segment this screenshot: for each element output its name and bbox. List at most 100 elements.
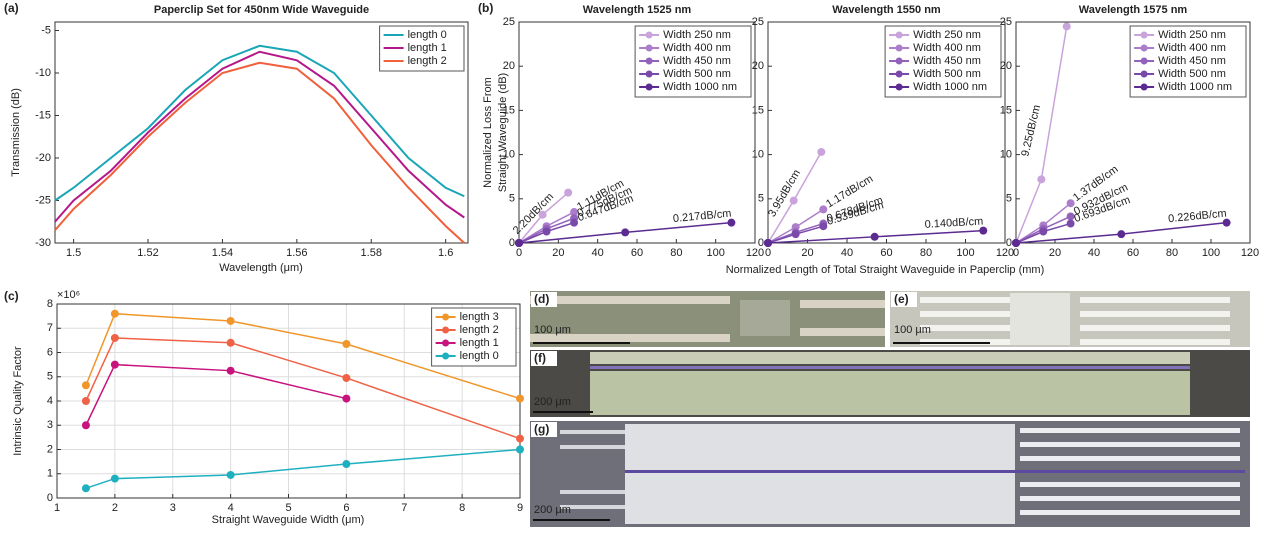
data-point xyxy=(110,333,119,342)
y-tick-label: 10 xyxy=(503,149,515,161)
y-tick-label: -20 xyxy=(35,152,51,164)
y-tick-label: 20 xyxy=(1000,60,1012,72)
x-tick-label: 60 xyxy=(880,247,892,259)
annotation: 0.217dB/cm xyxy=(672,208,732,226)
data-point xyxy=(870,232,879,241)
x-tick-label: 40 xyxy=(1088,247,1100,259)
x-tick-label: 1.56 xyxy=(286,247,307,259)
data-point xyxy=(342,340,351,349)
data-point xyxy=(81,381,90,390)
y-tick-label: 25 xyxy=(503,16,515,28)
y-axis-label: Transmission (dB) xyxy=(10,88,22,177)
y-tick-label: -25 xyxy=(35,194,51,206)
data-point xyxy=(1012,239,1020,247)
legend-label: Width 1000 nm xyxy=(913,81,987,93)
legend-marker xyxy=(442,313,450,321)
series-line xyxy=(54,44,465,202)
legend-label: Width 500 nm xyxy=(1158,68,1226,80)
series-line xyxy=(85,448,521,490)
micrograph: (f) 200 μm xyxy=(530,350,1250,417)
legend-label: length 1 xyxy=(408,42,447,54)
data-point xyxy=(819,205,828,214)
data-point xyxy=(789,196,798,205)
data-point xyxy=(570,208,579,217)
micrograph: (g) 200 μm xyxy=(530,421,1250,527)
plot-frame xyxy=(767,21,1006,244)
x-axis-label: Normalized Length of Total Straight Wave… xyxy=(726,264,1045,276)
x-tick-label: 6 xyxy=(343,502,349,514)
scale-label: 200 μm xyxy=(534,396,571,408)
data-point xyxy=(1066,219,1075,228)
y-tick-label: 6 xyxy=(47,346,53,358)
x-tick-label: 1.5 xyxy=(66,247,81,259)
data-point xyxy=(764,239,772,247)
legend-marker xyxy=(1140,70,1148,78)
legend-label: Width 1000 nm xyxy=(663,81,737,93)
legend-marker xyxy=(895,83,903,91)
annotation: 0.140dB/cm xyxy=(924,216,983,231)
plot-frame xyxy=(1015,21,1251,244)
y-tick-label: 0 xyxy=(758,237,764,249)
data-point xyxy=(110,474,119,483)
series-line xyxy=(85,363,347,426)
x-tick-label: 100 xyxy=(706,247,724,259)
x-tick-label: 100 xyxy=(1202,247,1220,259)
data-point xyxy=(564,188,573,197)
x-tick-label: 3 xyxy=(170,502,176,514)
data-point xyxy=(81,397,90,405)
y-tick-label: 5 xyxy=(758,193,764,205)
data-point xyxy=(538,210,547,219)
legend-marker xyxy=(895,57,903,65)
legend-label: length 0 xyxy=(460,350,499,362)
legend-marker xyxy=(895,31,903,39)
micrograph: (e) 100 μm xyxy=(890,291,1250,347)
y-tick-label: 10 xyxy=(1000,149,1012,161)
legend-label: length 1 xyxy=(460,337,499,349)
legend-label: Width 400 nm xyxy=(1158,42,1226,54)
chart-title: Paperclip Set for 450nm Wide Waveguide xyxy=(154,4,369,16)
y-tick-label: -15 xyxy=(35,109,51,121)
plot-frame xyxy=(54,21,469,244)
data-point xyxy=(110,360,119,369)
legend-label: Width 250 nm xyxy=(663,29,731,41)
x-tick-label: 0 xyxy=(1013,247,1019,259)
y-tick-label: 0 xyxy=(1006,237,1012,249)
legend-label: Width 400 nm xyxy=(913,42,981,54)
legend-label: Width 1000 nm xyxy=(1158,81,1232,93)
x-tick-label: 100 xyxy=(956,247,974,259)
data-point xyxy=(570,218,579,227)
y-axis-label: Normalized Loss From xyxy=(482,77,494,188)
x-axis-label: Wavelength (μm) xyxy=(219,262,303,274)
x-tick-label: 120 xyxy=(1241,247,1259,259)
legend-label: Width 500 nm xyxy=(663,68,731,80)
y-tick-label: 2 xyxy=(47,443,53,455)
data-point xyxy=(516,445,524,454)
data-point xyxy=(515,239,523,247)
legend-marker xyxy=(1140,83,1148,91)
x-tick-label: 40 xyxy=(592,247,604,259)
x-tick-label: 1.54 xyxy=(212,247,233,259)
x-tick-label: 1.52 xyxy=(137,247,158,259)
data-point xyxy=(727,218,736,227)
x-tick-label: 80 xyxy=(670,247,682,259)
legend-marker xyxy=(1140,57,1148,65)
image-label: (g) xyxy=(534,422,549,436)
y-tick-label: -10 xyxy=(35,67,51,79)
legend-marker xyxy=(895,70,903,78)
data-point xyxy=(226,316,235,325)
y-axis-label: Straight Waveguide (dB) xyxy=(497,73,509,192)
legend-marker xyxy=(645,31,653,39)
y-tick-label: 7 xyxy=(47,322,53,334)
micrograph: (d) 100 μm xyxy=(530,291,885,347)
data-point xyxy=(1066,212,1075,221)
data-point xyxy=(226,338,235,347)
data-point xyxy=(791,230,800,239)
scale-label: 200 μm xyxy=(534,504,571,516)
x-tick-label: 60 xyxy=(1127,247,1139,259)
y-tick-label: 5 xyxy=(509,193,515,205)
y-tick-label: 0 xyxy=(509,237,515,249)
legend-label: length 3 xyxy=(460,311,499,323)
x-tick-label: 0 xyxy=(516,247,522,259)
data-point xyxy=(342,373,351,382)
